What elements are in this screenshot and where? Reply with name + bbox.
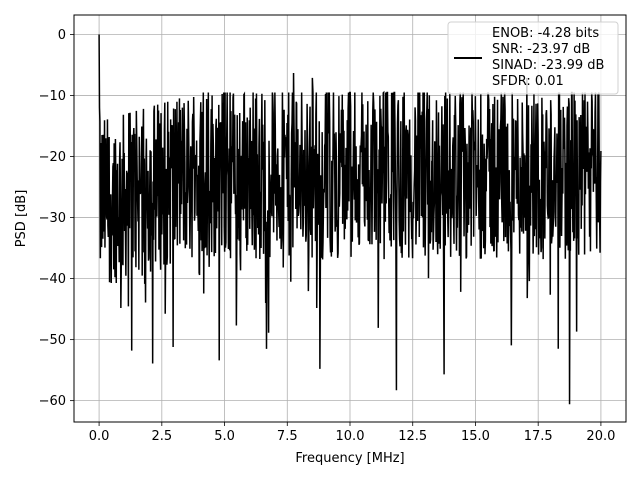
x-tick-label: 10.0 <box>336 429 365 444</box>
y-tick-label: −40 <box>39 272 66 287</box>
y-tick-label: −20 <box>39 150 66 165</box>
y-tick-label: 0 <box>58 28 66 43</box>
x-tick-label: 12.5 <box>398 429 427 444</box>
legend-box <box>447 21 619 95</box>
plot-area <box>98 34 602 405</box>
legend-text-enob: ENOB: -4.28 bits <box>492 26 599 41</box>
y-tick-label: −30 <box>39 211 66 226</box>
y-tick-label: −50 <box>39 333 66 348</box>
x-tick-label: 15.0 <box>461 429 490 444</box>
x-axis-label: Frequency [MHz] <box>295 451 404 466</box>
x-axis-ticks: 0.0 2.5 5.0 7.5 10.0 12.5 15.0 17.5 20.0 <box>89 422 615 444</box>
y-axis-ticks: 0 −10 −20 −30 −40 −50 −60 <box>39 28 74 409</box>
x-tick-label: 0.0 <box>89 429 110 444</box>
legend: ENOB: -4.28 bits SNR: -23.97 dB SINAD: -… <box>447 21 619 95</box>
x-tick-label: 2.5 <box>151 429 172 444</box>
legend-text-sfdr: SFDR: 0.01 <box>492 74 564 89</box>
x-tick-label: 17.5 <box>524 429 553 444</box>
x-tick-label: 5.0 <box>214 429 235 444</box>
x-tick-label: 20.0 <box>586 429 615 444</box>
x-tick-label: 7.5 <box>277 429 298 444</box>
y-tick-label: −10 <box>39 89 66 104</box>
legend-text-snr: SNR: -23.97 dB <box>492 42 590 57</box>
y-axis-label: PSD [dB] <box>14 190 29 248</box>
y-tick-label: −60 <box>39 394 66 409</box>
psd-series-line <box>98 34 602 405</box>
legend-text-sinad: SINAD: -23.99 dB <box>492 58 604 73</box>
